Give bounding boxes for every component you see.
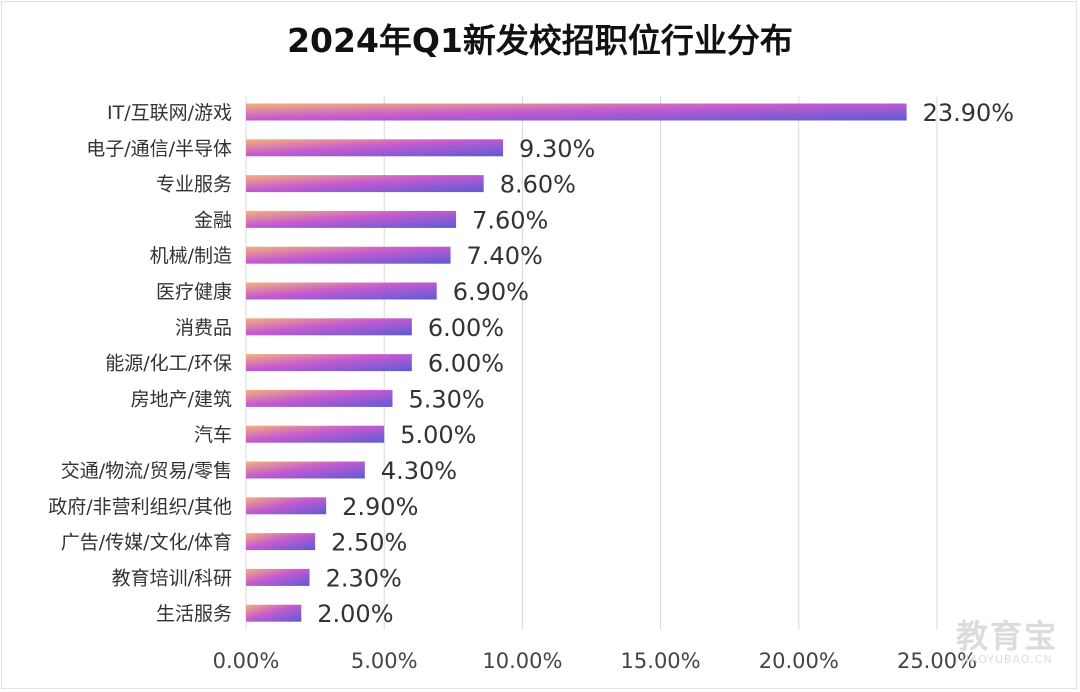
bar <box>246 246 451 264</box>
bar-layer <box>246 103 907 622</box>
bar <box>246 282 437 300</box>
category-label: IT/互联网/游戏 <box>107 102 232 124</box>
bar <box>246 461 365 479</box>
chart-title: 2024年Q1新发校招职位行业分布 <box>287 21 793 60</box>
data-label: 4.30% <box>381 457 457 485</box>
bar <box>246 175 484 193</box>
category-label: 房地产/建筑 <box>131 388 232 410</box>
data-label: 6.90% <box>453 278 529 306</box>
category-label: 专业服务 <box>156 174 232 196</box>
data-label: 9.30% <box>519 135 595 163</box>
bar <box>246 604 302 622</box>
x-tick-label: 10.00% <box>482 649 562 673</box>
data-label: 5.00% <box>400 421 476 449</box>
category-label: 广告/传媒/文化/体育 <box>61 532 232 554</box>
category-label: 消费品 <box>175 317 232 339</box>
bar <box>246 354 412 372</box>
bar <box>246 210 457 228</box>
bar <box>246 533 316 551</box>
data-label: 2.30% <box>326 564 402 592</box>
category-label: 机械/制造 <box>150 245 232 267</box>
category-label: 医疗健康 <box>156 281 232 303</box>
category-label: 电子/通信/半导体 <box>86 138 232 160</box>
category-label: 生活服务 <box>156 603 232 625</box>
bar <box>246 568 310 586</box>
category-label: 能源/化工/环保 <box>105 353 232 375</box>
x-axis-ticks: 0.00% 5.00% 10.00% 15.00% 20.00% 25.00% <box>213 649 977 673</box>
category-label: 教育培训/科研 <box>112 567 232 589</box>
data-label: 5.30% <box>408 385 484 413</box>
data-label: 6.00% <box>428 314 504 342</box>
category-label: 汽车 <box>194 424 232 446</box>
x-tick-label: 15.00% <box>621 649 701 673</box>
data-label: 8.60% <box>500 171 576 199</box>
x-tick-label: 0.00% <box>213 649 280 673</box>
watermark-logo: 教育宝 JIAOYUBAO.CN <box>956 619 1058 666</box>
label-layer: IT/互联网/游戏 23.90% 电子/通信/半导体 9.30% 专业服务 8.60% 金融… <box>48 99 1014 628</box>
bar <box>246 139 504 157</box>
x-tick-label: 20.00% <box>759 649 839 673</box>
category-label: 交通/物流/贸易/零售 <box>61 460 232 482</box>
bar <box>246 318 412 336</box>
bar <box>246 497 327 515</box>
data-label: 2.00% <box>317 600 393 628</box>
bar <box>246 389 393 407</box>
data-label: 7.40% <box>467 242 543 270</box>
data-label: 23.90% <box>923 99 1015 127</box>
watermark-sub-text: JIAOYUBAO.CN <box>961 653 1053 666</box>
data-label: 7.60% <box>472 206 548 234</box>
bar <box>246 425 385 443</box>
category-label: 政府/非营利组织/其他 <box>48 496 232 518</box>
data-label: 2.50% <box>331 529 407 557</box>
bar <box>246 103 907 121</box>
watermark-main-text: 教育宝 <box>955 617 1058 655</box>
category-label: 金融 <box>194 209 232 231</box>
x-tick-label: 5.00% <box>351 649 418 673</box>
x-tick-label: 25.00% <box>897 649 977 673</box>
data-label: 6.00% <box>428 350 504 378</box>
data-label: 2.90% <box>342 493 418 521</box>
